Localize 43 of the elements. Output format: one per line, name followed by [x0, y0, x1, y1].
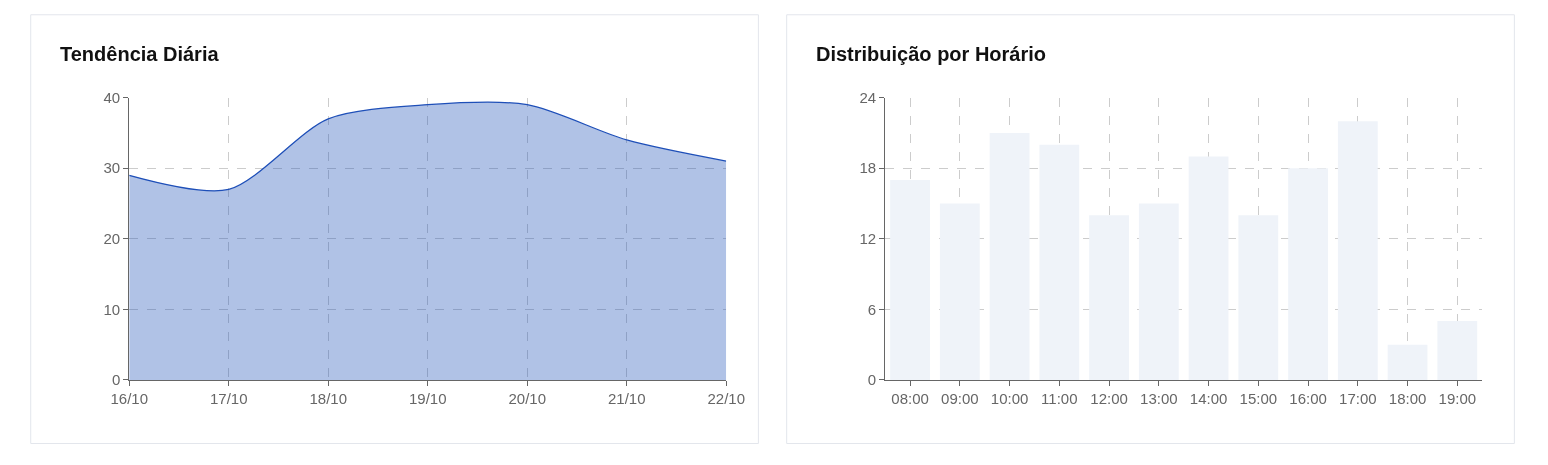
- chart-title: Distribuição por Horário: [816, 43, 1047, 65]
- x-tick-label: 14:00: [1189, 389, 1228, 407]
- y-tick-label: 40: [103, 88, 121, 106]
- bar: [1138, 203, 1179, 380]
- x-tick-label: 18:00: [1388, 389, 1427, 407]
- x-tick-label: 17:00: [1339, 389, 1377, 407]
- x-tick-label: 10:00: [990, 389, 1029, 407]
- bar: [1437, 321, 1478, 380]
- x-tick-label: 21/10: [607, 389, 646, 407]
- bar: [1288, 168, 1328, 380]
- bar: [989, 132, 1030, 380]
- bar: [939, 203, 980, 380]
- y-tick-label: 18: [859, 159, 877, 177]
- bar: [1337, 121, 1378, 380]
- x-tick-label: 22/10: [707, 389, 745, 407]
- y-tick-label: 0: [867, 371, 877, 389]
- x-tick-label: 16/10: [110, 389, 148, 407]
- bar: [1089, 215, 1129, 380]
- y-tick-label: 30: [103, 159, 121, 177]
- x-tick-label: 08:00: [891, 389, 929, 407]
- y-tick-label: 24: [859, 88, 877, 106]
- bar: [1188, 156, 1229, 380]
- x-tick-label: 18/10: [309, 389, 347, 407]
- x-tick-label: 17/10: [209, 389, 248, 407]
- x-tick-label: 12:00: [1090, 389, 1128, 407]
- x-tick-label: 19/10: [408, 389, 447, 407]
- y-tick-label: 12: [859, 230, 877, 248]
- bar: [1039, 144, 1080, 380]
- y-tick-label: 6: [867, 300, 877, 318]
- y-tick-label: 10: [103, 300, 121, 318]
- x-tick-label: 20/10: [508, 389, 546, 407]
- x-tick-label: 16:00: [1289, 389, 1327, 407]
- x-tick-label: 19:00: [1438, 389, 1477, 407]
- bar: [890, 179, 930, 380]
- bar: [1387, 344, 1428, 380]
- x-tick-label: 11:00: [1041, 389, 1078, 407]
- x-tick-label: 15:00: [1239, 389, 1278, 407]
- y-tick-label: 0: [111, 371, 121, 389]
- x-tick-label: 09:00: [941, 389, 979, 407]
- chart-title: Tendência Diária: [60, 43, 220, 65]
- bar: [1238, 215, 1279, 380]
- x-tick-label: 13:00: [1140, 389, 1178, 407]
- y-tick-label: 20: [103, 230, 121, 248]
